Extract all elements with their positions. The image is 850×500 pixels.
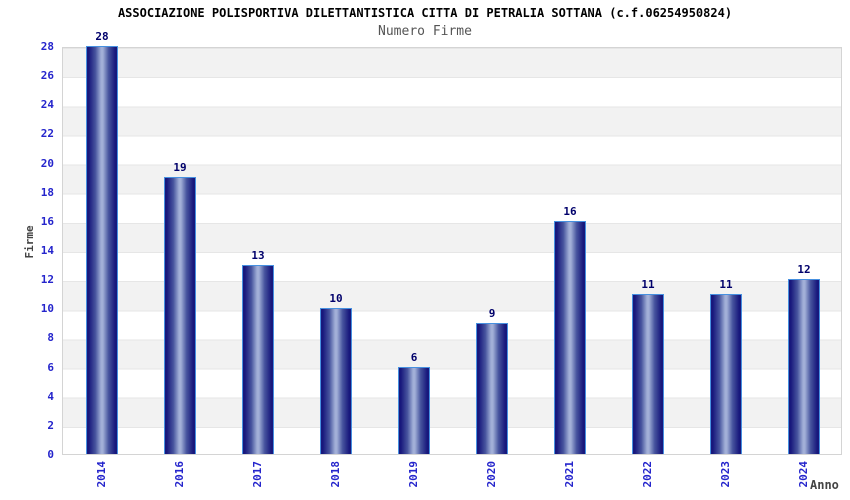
x-tick-2020: 2020 bbox=[481, 461, 501, 500]
y-tick-18: 18 bbox=[40, 185, 54, 199]
x-tick-label: 2023 bbox=[718, 461, 732, 488]
value-label-2014: 28 bbox=[95, 30, 109, 43]
chart-subtitle: Numero Firme bbox=[378, 24, 472, 39]
x-tick-2022: 2022 bbox=[637, 461, 657, 500]
value-label-2020: 9 bbox=[488, 307, 496, 320]
y-tick-28: 28 bbox=[40, 40, 54, 53]
value-label-2016: 19 bbox=[173, 161, 187, 174]
y-tick-4: 4 bbox=[47, 389, 54, 403]
bar-2023 bbox=[710, 294, 742, 454]
bar-2016 bbox=[164, 177, 196, 454]
x-tick-label: 2020 bbox=[484, 461, 498, 488]
value-label-2023: 11 bbox=[719, 278, 733, 291]
bar-2014 bbox=[86, 46, 118, 454]
y-tick-16: 16 bbox=[40, 214, 54, 228]
x-tick-label: 2016 bbox=[172, 461, 186, 488]
value-label-2019: 6 bbox=[410, 351, 418, 364]
value-label-2024: 12 bbox=[797, 263, 811, 276]
y-tick-10: 10 bbox=[40, 302, 54, 316]
chart-title: ASSOCIAZIONE POLISPORTIVA DILETTANTISTIC… bbox=[117, 6, 733, 20]
bar-2024 bbox=[788, 279, 820, 454]
x-tick-2023: 2023 bbox=[715, 461, 735, 500]
y-tick-22: 22 bbox=[40, 127, 54, 141]
bar-2017 bbox=[242, 265, 274, 454]
y-tick-0: 0 bbox=[47, 448, 54, 461]
y-tick-6: 6 bbox=[47, 360, 54, 374]
x-tick-2016: 2016 bbox=[169, 461, 189, 500]
x-tick-label: 2014 bbox=[94, 461, 108, 488]
y-tick-26: 26 bbox=[40, 69, 54, 83]
y-tick-20: 20 bbox=[40, 156, 54, 170]
x-tick-label: 2017 bbox=[250, 461, 264, 488]
y-tick-2: 2 bbox=[47, 418, 54, 432]
x-tick-2017: 2017 bbox=[247, 461, 267, 500]
bar-2020 bbox=[476, 323, 508, 454]
bar-2021 bbox=[554, 221, 586, 454]
value-label-2021: 16 bbox=[563, 205, 577, 218]
y-tick-12: 12 bbox=[40, 273, 54, 287]
x-tick-2014: 2014 bbox=[91, 461, 111, 500]
value-label-2022: 11 bbox=[641, 278, 655, 291]
value-label-2018: 10 bbox=[329, 292, 343, 305]
x-tick-label: 2018 bbox=[328, 461, 342, 488]
value-label-2017: 13 bbox=[251, 249, 265, 262]
x-tick-2021: 2021 bbox=[559, 461, 579, 500]
y-tick-14: 14 bbox=[40, 244, 54, 257]
x-tick-label: 2021 bbox=[562, 461, 576, 488]
y-tick-24: 24 bbox=[40, 98, 54, 112]
y-tick-8: 8 bbox=[47, 331, 54, 345]
bar-2018 bbox=[320, 308, 352, 454]
x-axis-title: Anno bbox=[810, 478, 839, 492]
x-tick-2019: 2019 bbox=[403, 461, 423, 500]
plot-area: 28 19 13 10 6 9 16 11 11 12 bbox=[62, 30, 842, 455]
x-tick-2018: 2018 bbox=[325, 461, 345, 500]
x-tick-label: 2022 bbox=[640, 461, 654, 488]
x-tick-label: 2019 bbox=[406, 461, 420, 488]
x-tick-label: 2024 bbox=[796, 461, 810, 488]
bar-2019 bbox=[398, 367, 430, 454]
bar-2022 bbox=[632, 294, 664, 454]
